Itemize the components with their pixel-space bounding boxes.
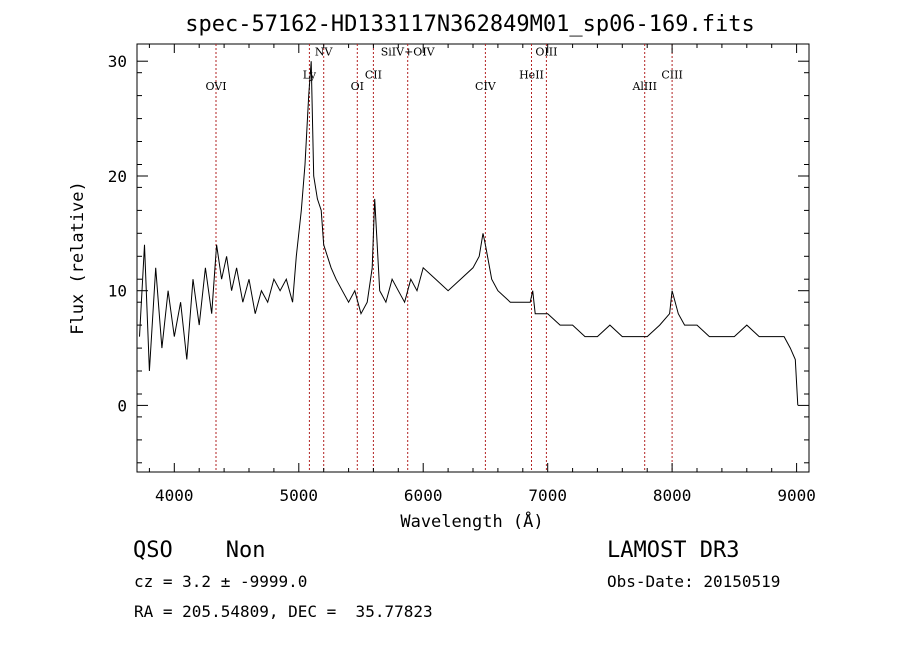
x-axis-label: Wavelength (Å) (400, 510, 543, 532)
survey-label: LAMOST DR3 (607, 538, 740, 563)
emission-line-label: OVI (205, 80, 226, 93)
spectrum-line (139, 61, 799, 406)
x-tick-label: 6000 (404, 486, 443, 505)
x-tick-label: 7000 (528, 486, 567, 505)
y-tick-label: 0 (117, 396, 127, 415)
coordinates-label: RA = 205.54809, DEC = 35.77823 (134, 602, 433, 621)
axis-ticks: 4000 5000 6000 7000 8000 9000 0 10 20 30 (108, 44, 816, 505)
emission-line-label: SiIV+OIV (381, 46, 436, 59)
x-tick-label: 8000 (653, 486, 692, 505)
emission-line-label: NV (315, 46, 334, 59)
chart-title: spec-57162-HD133117N362849M01_sp06-169.f… (185, 12, 755, 37)
emission-line-label: OIII (535, 46, 557, 59)
y-tick-label: 30 (108, 52, 127, 71)
emission-line-label: AlIII (631, 80, 657, 93)
y-tick-label: 10 (108, 282, 127, 301)
emission-line-label: HeII (519, 68, 544, 81)
emission-line-label: CII (365, 68, 382, 81)
y-tick-label: 20 (108, 167, 127, 186)
redshift-label: cz = 3.2 ± -9999.0 (134, 572, 308, 591)
emission-line-label: CIII (661, 68, 682, 81)
y-axis-label: Flux (relative) (68, 181, 88, 335)
emission-line-label: OI (351, 80, 364, 93)
x-tick-label: 4000 (155, 486, 194, 505)
obs-date-label: Obs-Date: 20150519 (607, 572, 781, 591)
emission-line-label: CIV (475, 80, 497, 93)
classification-label: QSO Non (133, 538, 266, 563)
x-tick-label: 5000 (280, 486, 319, 505)
x-tick-label: 9000 (777, 486, 816, 505)
plot-frame (136, 43, 810, 473)
